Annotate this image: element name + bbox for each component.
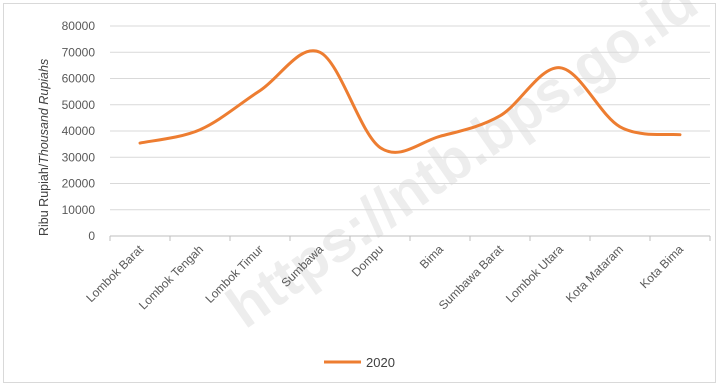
x-tick-label: Sumbawa Barat [436,242,507,313]
y-tick-label: 20000 [62,177,96,191]
y-axis-label-main: Ribu Rupiah/ [37,163,51,236]
y-tick-label: 60000 [62,72,96,86]
legend: 2020 [324,355,395,370]
y-tick-label: 10000 [62,203,96,217]
x-tick-label: Kota Bima [637,242,686,291]
series-layer [138,49,682,154]
x-tick-label: Lombok Barat [83,242,146,305]
series-line-2020 [138,49,682,154]
y-tick-label: 0 [88,229,95,243]
y-tick-label: 40000 [62,124,96,138]
y-tick-label: 30000 [62,150,96,164]
x-tick-label: Lombok Tengah [136,242,206,312]
y-tick-label: 50000 [62,98,96,112]
x-tick-label: Lombok Utara [503,242,566,305]
y-axis-ticks: 0 10000 20000 30000 40000 50000 60000 70000 8000… [62,19,96,243]
chart-frame [3,3,716,383]
y-tick-label: 80000 [62,19,96,33]
y-axis-label-italic: Thousand Rupiahs [37,59,51,164]
gridlines [110,25,710,237]
y-axis-label: Ribu Rupiah/Thousand Rupiahs [37,59,51,236]
legend-label: 2020 [366,355,395,370]
x-tick-label: Bima [417,242,446,271]
x-tick-label: Kota Mataram [563,242,626,305]
y-tick-label: 70000 [62,45,96,59]
